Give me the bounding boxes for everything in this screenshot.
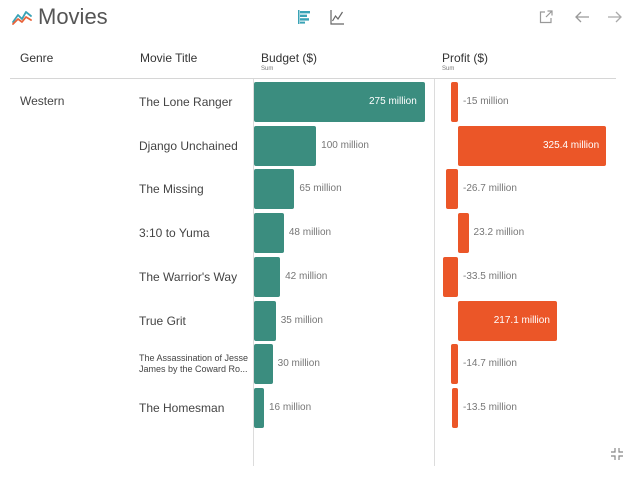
movie-title-cell: The Warrior's Way [139,269,238,284]
header-divider [10,78,616,79]
movie-title-cell: True Grit [139,313,186,328]
budget-value-label: 35 million [280,314,323,326]
line-chart-icon [330,10,344,25]
arrow-left-icon [575,11,589,23]
profit-value-label: -15 million [463,96,509,107]
budget-value-label: 65 million [299,183,342,195]
profit-value-label: 217.1 million [493,314,550,326]
budget-value-label: 48 million [288,227,332,239]
collapse-button[interactable] [610,447,624,461]
budget-bar[interactable] [254,387,264,428]
profit-bar[interactable] [458,300,557,341]
profit-value-label: -14.7 million [463,358,517,370]
profit-bar[interactable] [442,256,458,297]
budget-value-label: 30 million [277,358,320,370]
profit-bar[interactable] [451,387,458,428]
budget-aggregation-label: Sum [261,66,274,72]
budget-bar[interactable] [254,213,284,254]
genre-cell: Western [20,94,65,108]
budget-value-label: 275 million [369,96,417,107]
movie-title-cell: Django Unchained [139,138,238,153]
column-header-genre[interactable]: Genre [20,51,54,65]
profit-aggregation-label: Sum [442,66,455,72]
profit-value-label: -13.5 million [463,401,517,413]
profit-divider-line [434,79,435,466]
column-header-title[interactable]: Movie Title [140,51,198,65]
share-export-icon [539,10,553,24]
profit-bar[interactable] [458,213,469,254]
share-button[interactable] [535,6,557,28]
budget-value-label: 42 million [285,270,328,282]
line-chart-logo-icon [12,11,32,25]
budget-bar[interactable] [254,300,276,341]
collapse-arrows-icon [611,448,623,460]
profit-bar[interactable] [445,169,458,210]
column-header-budget[interactable]: Budget ($) [261,51,318,65]
profit-value-label: -26.7 million [463,183,517,195]
horizontal-bar-chart-icon [298,10,310,24]
bar-view-button[interactable] [293,6,315,28]
budget-bar[interactable] [254,82,425,122]
budget-bar[interactable] [254,125,317,166]
arrow-right-icon [608,11,622,23]
forward-button[interactable] [604,6,626,28]
movie-title-cell: 3:10 to Yuma [139,226,210,241]
budget-bar[interactable] [254,169,295,210]
movie-title-cell: The Missing [139,182,204,197]
app-title: Movies [38,4,108,29]
profit-bar[interactable] [451,344,458,385]
column-header-profit[interactable]: Profit ($) [442,51,489,65]
profit-value-label: 23.2 million [473,227,525,239]
budget-value-label: 100 million [321,139,369,151]
movie-title-cell: The Lone Ranger [139,95,233,109]
budget-bar[interactable] [254,344,273,385]
budget-bar[interactable] [254,256,281,297]
back-button[interactable] [571,6,593,28]
movie-title-cell: The Assassination of Jesse James by the … [139,353,249,375]
profit-bar[interactable] [458,125,606,166]
line-view-button[interactable] [326,6,348,28]
budget-axis-line [253,79,254,466]
profit-value-label: -33.5 million [463,270,517,282]
profit-value-label: 325.4 million [543,139,600,151]
budget-value-label: 16 million [268,401,312,413]
profit-bar[interactable] [451,82,458,122]
movie-title-cell: The Homesman [139,400,225,415]
